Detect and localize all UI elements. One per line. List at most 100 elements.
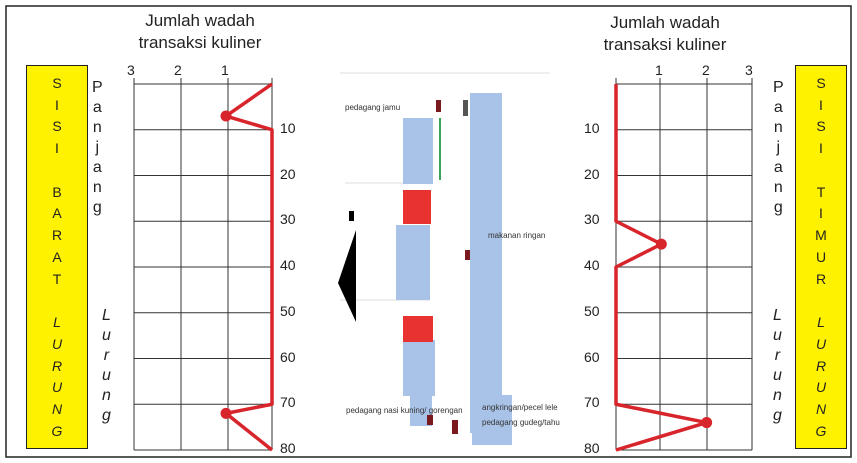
stall-marker — [452, 420, 458, 434]
y-tick-label: 80 — [280, 440, 296, 456]
vertical-letter: u — [773, 327, 782, 344]
vertical-letter: a — [773, 159, 783, 176]
side-box-letter: S — [52, 118, 62, 135]
vertical-letter: n — [773, 119, 783, 136]
west-axis-title-line-1: Jumlah wadah — [145, 11, 255, 30]
west-x-tick: 2 — [174, 62, 182, 78]
vertical-letter: L — [773, 307, 782, 324]
y-tick-label: 60 — [584, 348, 600, 365]
side-box-letter: U — [815, 248, 827, 265]
vertical-letter: u — [102, 367, 111, 384]
west-axis-title: Jumlah wadah transaksi kuliner — [100, 10, 300, 54]
vertical-letter: g — [773, 199, 783, 216]
side-box-letter: I — [819, 96, 823, 113]
outer-frame — [5, 5, 852, 458]
west-series-line — [224, 82, 274, 452]
y-tick-label: 10 — [280, 119, 296, 136]
side-box-letter: U — [815, 379, 827, 396]
side-box-letter: U — [815, 335, 827, 352]
label-bakso: angkringan/pecel lele — [482, 403, 558, 412]
y-tick-label: 60 — [280, 348, 296, 365]
stall-marker — [465, 250, 470, 260]
y-tick-label: 50 — [584, 302, 600, 319]
building-block — [470, 93, 502, 433]
y-tick-label: 30 — [584, 211, 600, 228]
side-box-letter: A — [52, 248, 62, 265]
building-block — [472, 395, 512, 445]
east-series-marker — [701, 417, 713, 429]
stall-block — [403, 316, 433, 342]
label-nasi: pedagang nasi kuning/ gorengan — [346, 406, 463, 415]
y-tick-label: 50 — [280, 302, 296, 319]
label-gudeg: pedagang gudeg/tahu — [482, 418, 560, 427]
label-jamu: pedagang jamu — [345, 103, 400, 112]
east-x-tick: 1 — [655, 62, 663, 78]
vertical-letter: a — [773, 99, 783, 116]
side-box-letter: S — [52, 74, 62, 91]
side-box-letter: R — [51, 227, 63, 244]
vertical-letter: r — [774, 347, 781, 364]
vertical-letter: g — [773, 407, 782, 424]
side-box-letter: G — [51, 422, 63, 439]
vertical-letter: r — [103, 347, 110, 364]
side-box-letter: A — [52, 205, 62, 222]
vertical-letter: u — [773, 367, 782, 384]
y-tick-label: 10 — [584, 119, 600, 136]
east-series-marker — [655, 238, 667, 250]
side-box-letter: I — [55, 140, 59, 157]
side-box-letter: N — [51, 401, 63, 418]
west-axis-title-line-2: transaksi kuliner — [138, 33, 262, 52]
vertical-letter: n — [773, 179, 783, 196]
side-box-letter: I — [55, 96, 59, 113]
vertical-letter: P — [92, 79, 103, 96]
y-tick-label: 40 — [280, 257, 296, 273]
side-box-letter: R — [815, 270, 827, 287]
vertical-letter: g — [92, 199, 102, 216]
west-x-tick: 1 — [221, 62, 229, 78]
side-box-letter: N — [815, 401, 827, 418]
stall-marker — [427, 415, 433, 425]
vertical-letter: a — [92, 159, 102, 176]
y-tick-label: 70 — [280, 394, 296, 411]
east-axis-title-line-2: transaksi kuliner — [603, 35, 727, 54]
east-axis-title-line-1: Jumlah wadah — [610, 13, 720, 32]
vertical-letter: n — [92, 179, 102, 196]
side-box-letter: T — [52, 270, 62, 287]
building-block — [396, 225, 430, 300]
y-tick-label: 40 — [584, 257, 600, 273]
side-box-letter: R — [815, 357, 827, 374]
building-block — [403, 340, 435, 396]
y-tick-label: 30 — [280, 211, 296, 228]
north-arrow — [338, 230, 356, 322]
stall-marker — [436, 100, 441, 112]
side-box-letter: S — [816, 74, 826, 91]
building-block — [403, 118, 433, 184]
side-box-letter: U — [51, 379, 63, 396]
vertical-letter: g — [102, 407, 111, 424]
side-box-letter: G — [815, 422, 827, 439]
side-box-letter: T — [816, 183, 826, 200]
vertical-letter: n — [92, 119, 102, 136]
stall-block — [403, 190, 431, 224]
east-axis-title: Jumlah wadah transaksi kuliner — [565, 12, 765, 56]
west-series-marker — [220, 110, 232, 122]
side-box-letter: L — [817, 314, 825, 331]
vertical-letter: n — [773, 387, 782, 404]
north-arrow-mark — [349, 211, 354, 221]
vertical-letter: j — [776, 139, 781, 156]
side-box-letter: I — [819, 205, 823, 222]
vertical-letter: L — [102, 307, 111, 324]
vertical-letter: P — [773, 79, 784, 96]
side-box-letter: M — [815, 227, 827, 244]
side-box-letter: L — [53, 314, 61, 331]
vertical-letter: a — [92, 99, 102, 116]
y-tick-label: 70 — [584, 394, 600, 411]
